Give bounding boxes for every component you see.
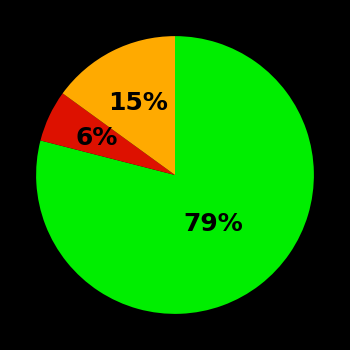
Wedge shape (41, 93, 175, 175)
Text: 79%: 79% (183, 212, 243, 236)
Wedge shape (63, 36, 175, 175)
Text: 15%: 15% (108, 91, 168, 115)
Text: 6%: 6% (76, 126, 118, 150)
Wedge shape (36, 36, 314, 314)
